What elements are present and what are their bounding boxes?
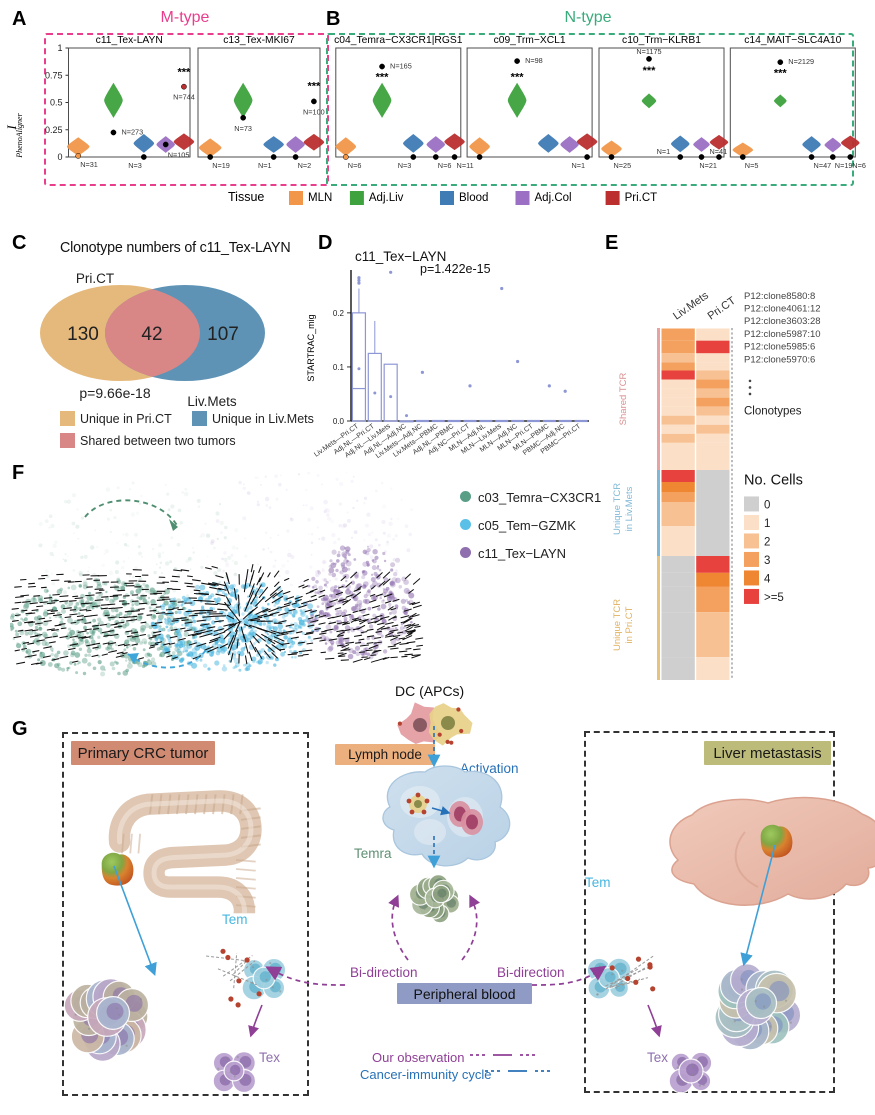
svg-text:Unique in Pri.CT: Unique in Pri.CT xyxy=(80,412,172,426)
svg-text:c11_Tex-LAYN: c11_Tex-LAYN xyxy=(96,35,163,46)
svg-text:***: *** xyxy=(511,72,525,84)
svg-text:***: *** xyxy=(643,65,657,77)
svg-text:Adj.Liv: Adj.Liv xyxy=(369,192,404,204)
svg-text:N=19: N=19 xyxy=(835,161,853,170)
svg-text:N-type: N-type xyxy=(564,9,611,26)
svg-text:Pri.CT: Pri.CT xyxy=(706,295,739,323)
svg-text:c14_MAIT−SLC4A10: c14_MAIT−SLC4A10 xyxy=(744,35,841,46)
svg-text:P12:clone5987:10: P12:clone5987:10 xyxy=(744,329,821,340)
svg-text:N=19: N=19 xyxy=(212,161,230,170)
svg-text:N=273: N=273 xyxy=(121,127,143,136)
svg-text:c09_Trm−XCL1: c09_Trm−XCL1 xyxy=(494,35,566,46)
svg-text:N=6: N=6 xyxy=(852,161,866,170)
svg-text:Pri.CT: Pri.CT xyxy=(625,192,658,204)
svg-text:N=5: N=5 xyxy=(745,161,759,170)
svg-text:N=744: N=744 xyxy=(173,93,195,102)
svg-text:Unique TCR: Unique TCR xyxy=(612,483,623,535)
svg-text:N=1: N=1 xyxy=(572,161,586,170)
svg-text:4: 4 xyxy=(764,573,771,585)
svg-text:N=1: N=1 xyxy=(258,161,272,170)
svg-text:***: *** xyxy=(307,80,321,92)
svg-text:M-type: M-type xyxy=(161,9,210,26)
svg-text:N=6: N=6 xyxy=(348,161,362,170)
svg-text:0.1: 0.1 xyxy=(333,363,345,372)
svg-text:3: 3 xyxy=(764,555,770,567)
svg-text:130: 130 xyxy=(67,324,99,345)
svg-text:0.0: 0.0 xyxy=(333,417,345,426)
svg-text:Blood: Blood xyxy=(459,192,488,204)
svg-text:N=98: N=98 xyxy=(525,56,543,65)
svg-text:N=25: N=25 xyxy=(614,161,632,170)
svg-text:N=11: N=11 xyxy=(457,161,474,170)
svg-text:N=2: N=2 xyxy=(298,161,312,170)
svg-text:0.5: 0.5 xyxy=(50,98,63,108)
svg-text:N=105: N=105 xyxy=(168,150,190,159)
svg-text:c04_Temra−CX3CR1|RGS1: c04_Temra−CX3CR1|RGS1 xyxy=(334,35,463,46)
svg-text:42: 42 xyxy=(141,324,162,345)
svg-text:2: 2 xyxy=(764,536,770,548)
svg-text:Unique in Liv.Mets: Unique in Liv.Mets xyxy=(212,412,314,426)
svg-text:Unique TCR: Unique TCR xyxy=(612,599,623,651)
svg-text:Clonotypes: Clonotypes xyxy=(744,405,802,417)
svg-text:0.2: 0.2 xyxy=(333,309,345,318)
svg-text:Shared TCR: Shared TCR xyxy=(618,373,629,426)
svg-text:c10_Trm−KLRB1: c10_Trm−KLRB1 xyxy=(622,35,701,46)
svg-text:N=21: N=21 xyxy=(699,161,717,170)
svg-text:P12:clone5970:6: P12:clone5970:6 xyxy=(744,354,815,365)
svg-text:***: *** xyxy=(376,72,390,84)
svg-text:in Pri.CT: in Pri.CT xyxy=(624,606,635,643)
svg-text:P12:clone8580:8: P12:clone8580:8 xyxy=(744,291,815,302)
svg-text:0: 0 xyxy=(57,152,62,162)
svg-text:N=73: N=73 xyxy=(234,124,252,133)
svg-text:N=6: N=6 xyxy=(438,161,452,170)
svg-text:PhenoAligner: PhenoAligner xyxy=(15,112,24,158)
svg-text:0.25: 0.25 xyxy=(45,125,63,135)
svg-text:N=3: N=3 xyxy=(128,161,142,170)
svg-text:STARTRAC_mig: STARTRAC_mig xyxy=(306,314,316,381)
svg-text:N=2129: N=2129 xyxy=(788,57,814,66)
svg-text:***: *** xyxy=(178,66,192,78)
svg-text:>=5: >=5 xyxy=(764,592,784,604)
svg-text:c13_Tex-MKI67: c13_Tex-MKI67 xyxy=(223,35,295,46)
svg-text:N=1175: N=1175 xyxy=(636,47,661,56)
svg-text:0.75: 0.75 xyxy=(45,70,63,80)
svg-text:Adj.Col: Adj.Col xyxy=(535,192,572,204)
svg-text:p=9.66e-18: p=9.66e-18 xyxy=(79,385,150,401)
svg-text:MLN: MLN xyxy=(308,192,332,204)
svg-text:N=165: N=165 xyxy=(390,62,412,71)
svg-text:1: 1 xyxy=(764,518,770,530)
svg-text:N=47: N=47 xyxy=(814,161,832,170)
svg-text:***: *** xyxy=(774,67,788,79)
svg-text:Tissue: Tissue xyxy=(228,190,264,204)
svg-text:Liv.Mets: Liv.Mets xyxy=(187,394,237,409)
svg-text:No. Cells: No. Cells xyxy=(744,472,803,488)
svg-text:N=100: N=100 xyxy=(303,107,325,116)
svg-text:N=1: N=1 xyxy=(657,147,671,156)
svg-text:P12:clone3603:28: P12:clone3603:28 xyxy=(744,316,821,327)
svg-text:Pri.CT: Pri.CT xyxy=(76,271,114,286)
svg-text:P12:clone4061:12: P12:clone4061:12 xyxy=(744,303,821,314)
svg-text:N=31: N=31 xyxy=(80,160,98,169)
svg-text:1: 1 xyxy=(57,43,62,53)
svg-text:107: 107 xyxy=(207,324,239,345)
svg-text:P12:clone5985:6: P12:clone5985:6 xyxy=(744,342,815,353)
svg-text:Shared between two tumors: Shared between two tumors xyxy=(80,434,236,448)
svg-text:in Liv.Mets: in Liv.Mets xyxy=(624,486,635,531)
svg-text:Liv.Mets: Liv.Mets xyxy=(671,289,711,322)
svg-text:0: 0 xyxy=(764,499,770,511)
svg-text:N=3: N=3 xyxy=(398,161,412,170)
